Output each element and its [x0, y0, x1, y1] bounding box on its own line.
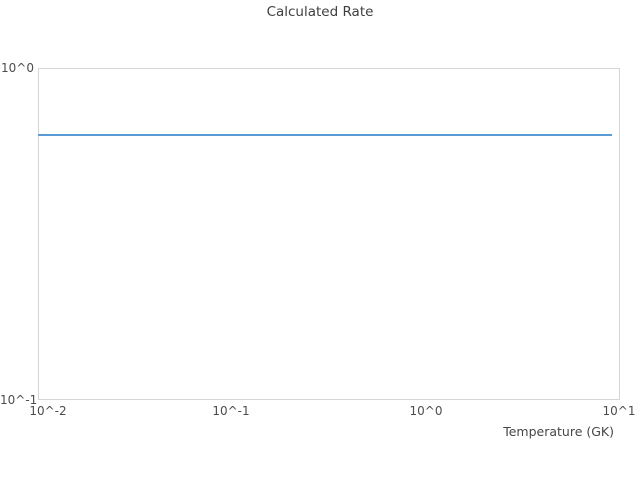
x-axis-tick-label-1e-2: 10^-2 — [29, 404, 67, 418]
y-axis-tick-label-bottom: 10^-1 — [0, 393, 38, 407]
x-axis-tick-label-1e1: 10^1 — [602, 404, 636, 418]
x-axis-tick-label-1e-1: 10^-1 — [212, 404, 250, 418]
chart-title: Calculated Rate — [266, 4, 374, 20]
y-axis-tick-label-top: 10^0 — [1, 61, 34, 75]
plot-area — [38, 68, 620, 400]
x-axis-title: Temperature (GK) — [503, 424, 614, 439]
x-axis-tick-label-1e0: 10^0 — [409, 404, 443, 418]
rate-line-series — [38, 134, 612, 136]
